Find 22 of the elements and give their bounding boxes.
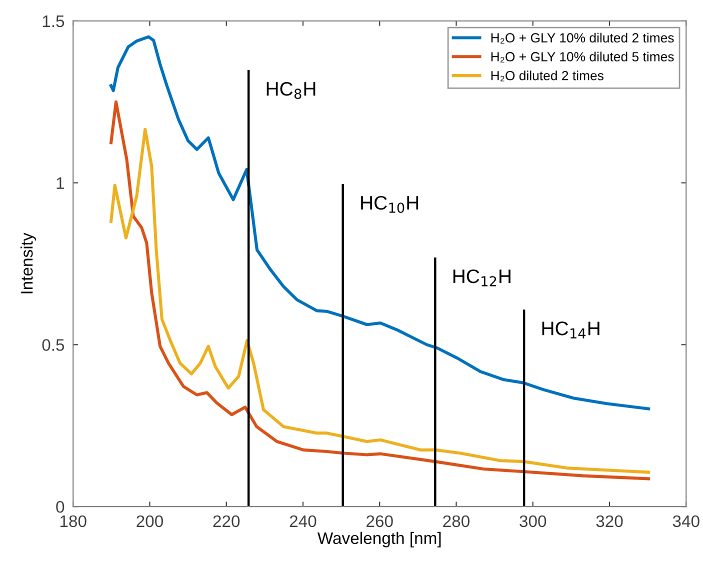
x-tick-label: 280: [443, 515, 470, 528]
y-tick-label: 0.5: [42, 339, 64, 351]
y-tick-label: 1.5: [42, 16, 64, 28]
y-tick-label: 1: [56, 177, 64, 189]
x-tick-label: 240: [290, 515, 316, 528]
x-tick-label: 300: [520, 515, 546, 528]
x-tick-label: 180: [60, 515, 86, 528]
legend-label: H₂O diluted 2 times: [491, 70, 604, 82]
x-tick-label: 320: [596, 515, 623, 528]
x-axis-title: Wavelength [nm]: [317, 532, 441, 548]
annotation: HC$_{14}$H: [542, 322, 600, 338]
annotation: HC$_{8}$H: [266, 82, 316, 99]
x-tick-label: 200: [136, 515, 163, 528]
x-tick-label: 260: [366, 515, 393, 528]
annotation: HC$_{10}$H: [361, 196, 418, 213]
legend-label: H₂O + GLY 10% diluted 5 times: [491, 52, 674, 62]
legend-label: H₂O + GLY 10% diluted 2 times: [491, 32, 674, 44]
y-tick-label: 0: [56, 500, 64, 513]
x-tick-label: 220: [213, 515, 240, 528]
annotation: HC$_{12}$H: [453, 269, 510, 286]
y-axis-title: Intensity: [20, 232, 36, 294]
x-tick-label: 340: [672, 515, 700, 528]
